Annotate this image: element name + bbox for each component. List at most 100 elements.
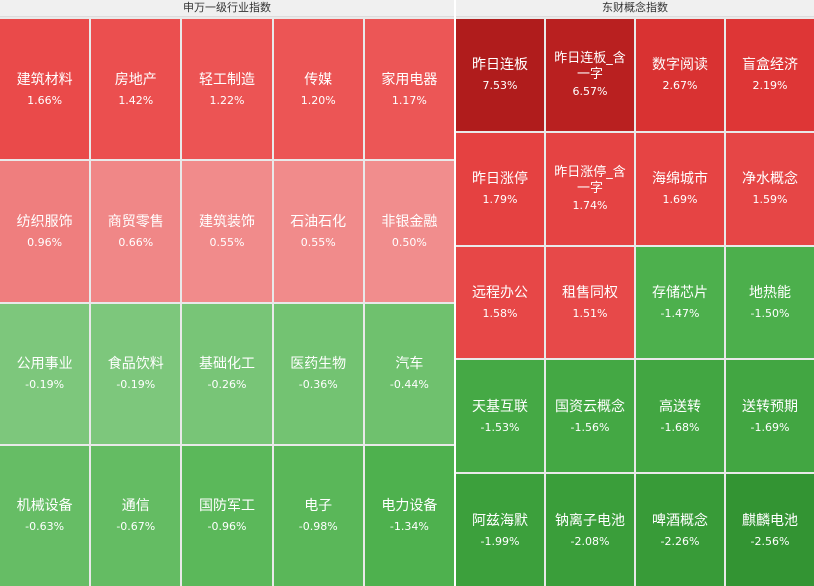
- industry-change: -0.96%: [207, 520, 247, 534]
- industry-cell[interactable]: 纺织服饰 0.96%: [0, 161, 90, 302]
- concept-name: 净水概念: [742, 171, 798, 188]
- concept-change: -2.08%: [570, 534, 610, 548]
- industry-change: 0.96%: [27, 235, 63, 249]
- concept-name: 地热能: [749, 284, 791, 301]
- industry-cell[interactable]: 汽车 -0.44%: [364, 303, 454, 444]
- concept-cell[interactable]: 盲盒经济 2.19%: [726, 19, 814, 131]
- concept-cell[interactable]: 高送转 -1.68%: [636, 360, 724, 473]
- concept-name: 海绵城市: [652, 171, 708, 188]
- industry-cell[interactable]: 电子 -0.98%: [273, 445, 363, 586]
- industry-change: 0.66%: [118, 235, 154, 249]
- concept-change: -2.26%: [660, 534, 700, 548]
- sw-industry-panel: 申万一级行业指数 建筑材料 1.66% 房地产 1.42% 轻工制造 1.22% 传媒 1.2…: [0, 0, 454, 586]
- industry-name: 轻工制造: [198, 71, 255, 88]
- industry-change: -1.34%: [389, 520, 429, 534]
- industry-change: -0.44%: [389, 378, 429, 392]
- industry-change: 1.42%: [118, 93, 154, 107]
- industry-change: 1.20%: [300, 93, 336, 107]
- concept-cell[interactable]: 海绵城市 1.69%: [636, 132, 724, 245]
- concept-cell[interactable]: 阿兹海默 -1.99%: [456, 474, 544, 586]
- industry-change: -0.67%: [116, 520, 156, 534]
- concept-change: -1.53%: [480, 420, 520, 434]
- industry-name: 纺织服饰: [16, 213, 73, 230]
- industry-name: 建筑材料: [16, 71, 73, 88]
- industry-cell[interactable]: 电力设备 -1.34%: [364, 445, 454, 586]
- concept-cell[interactable]: 送转预期 -1.69%: [726, 360, 814, 473]
- industry-change: 0.55%: [300, 235, 336, 249]
- concept-cell[interactable]: 昨日涨停 1.79%: [456, 132, 544, 245]
- industry-cell[interactable]: 房地产 1.42%: [91, 19, 181, 160]
- industry-change: -0.26%: [207, 378, 247, 392]
- industry-cell[interactable]: 建筑装饰 0.55%: [182, 161, 272, 302]
- industry-name: 机械设备: [16, 498, 73, 515]
- industry-change: -0.36%: [298, 378, 338, 392]
- concept-name: 钠离子电池: [555, 512, 625, 529]
- industry-name: 家用电器: [381, 71, 438, 88]
- industry-name: 石油石化: [290, 213, 347, 230]
- industry-name: 汽车: [395, 356, 424, 373]
- concept-change: 1.51%: [572, 306, 608, 320]
- concept-name: 麒麟电池: [742, 512, 798, 529]
- concept-name: 昨日连板: [472, 57, 528, 74]
- industry-cell[interactable]: 家用电器 1.17%: [364, 19, 454, 160]
- concept-change: -1.99%: [480, 534, 520, 548]
- industry-cell[interactable]: 传媒 1.20%: [273, 19, 363, 160]
- industry-cell[interactable]: 石油石化 0.55%: [273, 161, 363, 302]
- concept-cell[interactable]: 数字阅读 2.67%: [636, 19, 724, 131]
- industry-cell[interactable]: 通信 -0.67%: [91, 445, 181, 586]
- concept-cell[interactable]: 啤酒概念 -2.26%: [636, 474, 724, 586]
- industry-name: 国防军工: [198, 498, 255, 515]
- concept-cell[interactable]: 净水概念 1.59%: [726, 132, 814, 245]
- concept-change: 2.67%: [662, 79, 698, 93]
- concept-change: 1.69%: [662, 193, 698, 207]
- industry-cell[interactable]: 商贸零售 0.66%: [91, 161, 181, 302]
- concept-cell[interactable]: 远程办公 1.58%: [456, 246, 544, 359]
- concept-cell[interactable]: 昨日连板 7.53%: [456, 19, 544, 131]
- concept-name: 存储芯片: [652, 284, 708, 301]
- industry-cell[interactable]: 公用事业 -0.19%: [0, 303, 90, 444]
- industry-cell[interactable]: 非银金融 0.50%: [364, 161, 454, 302]
- eastmoney-concept-panel: 东财概念指数 昨日连板 7.53% 昨日连板_含一字 6.57% 数字阅读 2.67% 盲盒…: [456, 0, 814, 586]
- industry-name: 医药生物: [290, 356, 347, 373]
- industry-name: 通信: [121, 498, 150, 515]
- concept-cell[interactable]: 天基互联 -1.53%: [456, 360, 544, 473]
- industry-change: 1.66%: [27, 93, 63, 107]
- industry-cell[interactable]: 轻工制造 1.22%: [182, 19, 272, 160]
- concept-change: 7.53%: [482, 79, 518, 93]
- concept-name: 啤酒概念: [652, 512, 708, 529]
- sw-industry-title: 申万一级行业指数: [0, 0, 454, 17]
- industry-cell[interactable]: 医药生物 -0.36%: [273, 303, 363, 444]
- concept-name: 租售同权: [562, 284, 618, 301]
- concept-name: 昨日涨停: [472, 171, 528, 188]
- concept-name: 高送转: [659, 398, 701, 415]
- concept-name: 昨日涨停_含一字: [554, 164, 626, 196]
- concept-cell[interactable]: 昨日连板_含一字 6.57%: [546, 19, 634, 131]
- concept-name: 阿兹海默: [472, 512, 528, 529]
- concept-change: -1.47%: [660, 306, 700, 320]
- concept-cell[interactable]: 麒麟电池 -2.56%: [726, 474, 814, 586]
- industry-name: 建筑装饰: [198, 213, 255, 230]
- industry-cell[interactable]: 基础化工 -0.26%: [182, 303, 272, 444]
- industry-cell[interactable]: 建筑材料 1.66%: [0, 19, 90, 160]
- industry-cell[interactable]: 国防军工 -0.96%: [182, 445, 272, 586]
- concept-cell[interactable]: 昨日涨停_含一字 1.74%: [546, 132, 634, 245]
- industry-change: -0.63%: [25, 520, 65, 534]
- concept-cell[interactable]: 存储芯片 -1.47%: [636, 246, 724, 359]
- industry-change: 0.50%: [391, 235, 427, 249]
- concept-cell[interactable]: 地热能 -1.50%: [726, 246, 814, 359]
- eastmoney-concept-title: 东财概念指数: [456, 0, 814, 17]
- concept-change: 1.58%: [482, 306, 518, 320]
- concept-cell[interactable]: 租售同权 1.51%: [546, 246, 634, 359]
- industry-cell[interactable]: 食品饮料 -0.19%: [91, 303, 181, 444]
- concept-change: 1.59%: [752, 193, 788, 207]
- eastmoney-concept-heatmap: 昨日连板 7.53% 昨日连板_含一字 6.57% 数字阅读 2.67% 盲盒经济 2.19%…: [456, 19, 814, 586]
- concept-name: 盲盒经济: [742, 57, 798, 74]
- concept-change: -1.68%: [660, 420, 700, 434]
- concept-change: 1.74%: [572, 198, 608, 212]
- concept-cell[interactable]: 钠离子电池 -2.08%: [546, 474, 634, 586]
- concept-cell[interactable]: 国资云概念 -1.56%: [546, 360, 634, 473]
- industry-cell[interactable]: 机械设备 -0.63%: [0, 445, 90, 586]
- industry-name: 电力设备: [381, 498, 438, 515]
- concept-change: 2.19%: [752, 79, 788, 93]
- concept-name: 数字阅读: [652, 57, 708, 74]
